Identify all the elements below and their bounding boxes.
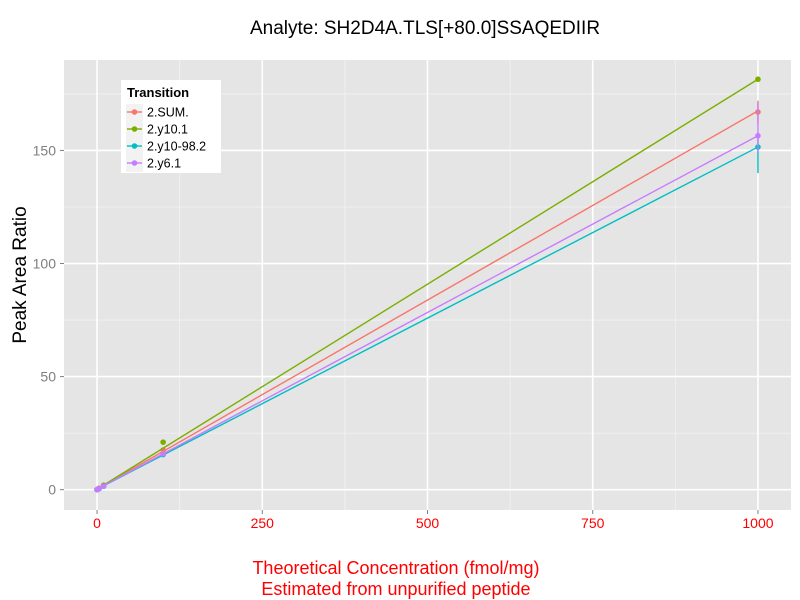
series-fit-line	[96, 135, 759, 490]
data-point	[755, 132, 761, 139]
x-axis-label-line-1: Theoretical Concentration (fmol/mg)	[252, 558, 539, 578]
x-tick-label: 0	[93, 515, 101, 531]
data-point	[160, 451, 166, 457]
legend-label: 2.SUM.	[147, 106, 189, 120]
legend-label: 2.y6.1	[147, 157, 181, 171]
legend-key-point	[131, 160, 138, 166]
legend-key-point	[131, 126, 138, 132]
y-tick-label: 50	[40, 369, 56, 385]
series-fit-line	[96, 110, 759, 490]
legend-key-point	[131, 109, 138, 115]
series-layer	[94, 76, 761, 493]
x-tick-label: 750	[581, 515, 605, 531]
legend-items: 2.SUM. 2.y10.1 2.y10-98.2 2.y6.1	[126, 104, 206, 172]
chart-title: Analyte: SH2D4A.TLS[+80.0]SSAQEDIIR	[250, 18, 600, 39]
x-tick-label: 250	[251, 515, 275, 531]
data-point	[160, 439, 166, 445]
x-tick-label: 1000	[742, 515, 773, 531]
legend: Transition 2.SUM. 2.y10.1 2.y10-98.2 2.y6.1	[121, 80, 221, 173]
legend-label: 2.y10-98.2	[147, 140, 206, 154]
y-axis-label: Peak Area Ratio	[10, 206, 31, 343]
data-point	[100, 483, 107, 489]
series-fit-line	[96, 146, 759, 490]
x-tick-label: 500	[416, 515, 440, 531]
x-axis-label-line-2: Estimated from unpurified peptide	[261, 579, 530, 599]
legend-key-point	[131, 143, 138, 149]
data-point	[96, 485, 102, 492]
legend-title: Transition	[127, 85, 189, 100]
legend-label: 2.y10.1	[147, 123, 188, 137]
legend-item: 2.y10-98.2	[126, 138, 206, 155]
legend-item: 2.y6.1	[126, 155, 181, 172]
legend-item: 2.y10.1	[126, 121, 188, 138]
y-tick-label: 0	[48, 482, 56, 498]
series-2.y6.1	[94, 102, 761, 493]
y-tick-label: 100	[33, 256, 57, 272]
data-point	[755, 76, 761, 83]
axis-ticks: 0 250 500 750 1000 0 50 100 150	[33, 142, 774, 531]
y-tick-label: 150	[33, 142, 57, 158]
series-fit-line	[96, 78, 759, 490]
legend-item: 2.SUM.	[126, 104, 189, 121]
